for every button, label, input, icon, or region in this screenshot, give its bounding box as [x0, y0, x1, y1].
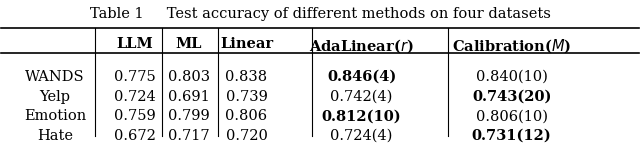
Text: 0.672: 0.672	[114, 129, 156, 143]
Text: 0.720: 0.720	[226, 129, 268, 143]
Text: 0.731(12): 0.731(12)	[472, 129, 552, 143]
Text: Table 1     Test accuracy of different methods on four datasets: Table 1 Test accuracy of different metho…	[90, 8, 550, 21]
Text: Hate: Hate	[37, 129, 73, 143]
Text: 0.759: 0.759	[114, 109, 156, 123]
Text: 0.799: 0.799	[168, 109, 210, 123]
Text: 0.840(10): 0.840(10)	[476, 70, 548, 84]
Text: AdaLinear($r$): AdaLinear($r$)	[309, 37, 414, 55]
Text: WANDS: WANDS	[25, 70, 84, 84]
Text: 0.724: 0.724	[114, 90, 156, 104]
Text: 0.838: 0.838	[225, 70, 268, 84]
Text: 0.806: 0.806	[225, 109, 268, 123]
Text: 0.803: 0.803	[168, 70, 210, 84]
Text: 0.806(10): 0.806(10)	[476, 109, 548, 123]
Text: 0.812(10): 0.812(10)	[322, 109, 401, 123]
Text: Emotion: Emotion	[24, 109, 86, 123]
Text: 0.775: 0.775	[114, 70, 156, 84]
Text: 0.717: 0.717	[168, 129, 210, 143]
Text: 0.739: 0.739	[226, 90, 268, 104]
Text: Linear: Linear	[220, 37, 273, 51]
Text: 0.846(4): 0.846(4)	[327, 70, 396, 84]
Text: 0.724(4): 0.724(4)	[330, 129, 393, 143]
Text: 0.743(20): 0.743(20)	[472, 90, 551, 104]
Text: 0.691: 0.691	[168, 90, 210, 104]
Text: LLM: LLM	[116, 37, 153, 51]
Text: Yelp: Yelp	[40, 90, 70, 104]
Text: ML: ML	[176, 37, 202, 51]
Text: 0.742(4): 0.742(4)	[330, 90, 393, 104]
Text: Calibration($M$): Calibration($M$)	[452, 37, 572, 55]
